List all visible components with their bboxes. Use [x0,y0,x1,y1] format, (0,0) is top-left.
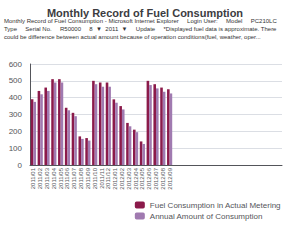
svg-text:Annual Amount of Consumption: Annual Amount of Consumption [150,212,263,221]
svg-text:2011/07: 2011/07 [71,167,77,189]
svg-text:2011/11: 2011/11 [99,167,105,188]
svg-text:500: 500 [9,76,23,85]
svg-text:2012/09: 2012/09 [167,167,173,189]
svg-text:2011/02: 2011/02 [37,167,43,189]
svg-text:400: 400 [9,93,23,102]
svg-text:2011/05: 2011/05 [58,167,64,189]
svg-text:2012/06: 2012/06 [146,167,152,189]
svg-text:2011/12: 2011/12 [105,167,111,189]
svg-text:2011/10: 2011/10 [92,167,98,189]
svg-text:2012/01: 2012/01 [112,167,118,189]
svg-text:600: 600 [9,60,23,69]
svg-text:300: 300 [9,110,23,119]
svg-text:2012/03: 2012/03 [126,167,132,189]
svg-text:2012/05: 2012/05 [139,167,145,189]
svg-text:200: 200 [9,127,23,136]
svg-text:could be difference between ac: could be difference between actual amoun… [4,34,261,40]
svg-text:Monthly Record of Fuel Consump: Monthly Record of Fuel Consumption [47,7,243,19]
svg-text:0: 0 [18,161,23,170]
svg-text:2011/03: 2011/03 [44,167,50,189]
svg-text:Fuel Consumption in Actual Met: Fuel Consumption in Actual Metering [150,201,281,210]
svg-text:2011/09: 2011/09 [85,167,91,189]
svg-text:2012/02: 2012/02 [119,167,125,189]
svg-text:2012/04: 2012/04 [133,167,139,189]
svg-text:Monthly Record of Fuel Consump: Monthly Record of Fuel Consumption - Mic… [4,18,285,24]
svg-text:2011/04: 2011/04 [51,167,57,189]
svg-text:2011/08: 2011/08 [78,167,84,189]
svg-text:Type Serial No. R50000: Type Serial No. R50000 8 ▼ 2011 ▼ Update… [4,26,278,32]
svg-text:2012/07: 2012/07 [153,167,159,189]
svg-text:2011/06: 2011/06 [64,167,70,189]
svg-text:2011/01: 2011/01 [30,167,36,189]
svg-text:100: 100 [9,144,23,153]
svg-text:2012/08: 2012/08 [160,167,166,189]
